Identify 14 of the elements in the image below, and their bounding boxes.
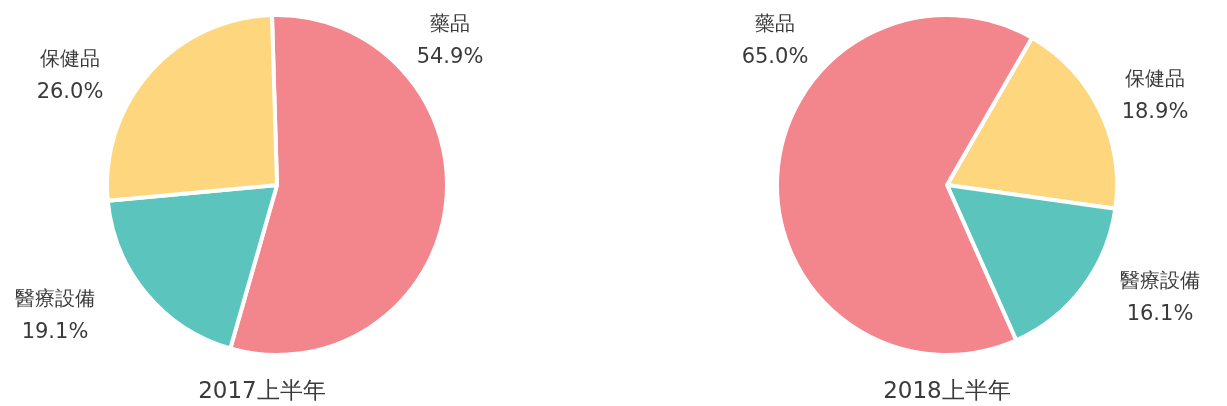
- slice-label: 保健品: [1125, 66, 1185, 90]
- data-label: 19.1%: [21, 319, 89, 343]
- data-label: 16.1%: [1126, 301, 1194, 325]
- data-label: 54.9%: [416, 44, 484, 68]
- text: 2017上半年: [198, 377, 326, 403]
- data-label: 18.9%: [1121, 99, 1189, 123]
- slice-label: 保健品: [40, 46, 100, 70]
- slice-label: 藥品: [430, 11, 470, 35]
- slice-label: 醫療設備: [1120, 268, 1200, 292]
- text: 2018上半年: [883, 377, 1011, 403]
- slice-label: 藥品: [755, 11, 795, 35]
- data-label: 65.0%: [741, 44, 809, 68]
- slice-label: 醫療設備: [15, 286, 95, 310]
- data-label: 26.0%: [36, 79, 104, 103]
